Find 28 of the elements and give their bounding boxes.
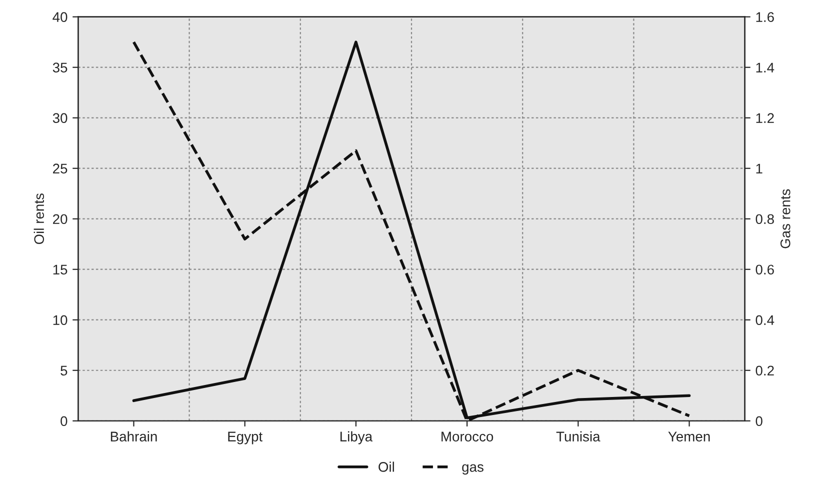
x-tick-label: Libya [340, 431, 373, 444]
y-tick-label: 10 [53, 315, 68, 326]
y2-tick-label: 1.6 [756, 12, 774, 22]
y-tick-label: 40 [52, 12, 68, 22]
legend-label: Oil [378, 462, 394, 472]
y2-tick-label: 0.4 [756, 315, 774, 326]
y2-tick-label: 0.8 [756, 214, 774, 224]
y2-tick-label: 0.6 [756, 264, 774, 275]
y-tick-label: 30 [52, 113, 68, 124]
y-axis-title: Oil rents [34, 194, 44, 244]
y-tick-label: 20 [53, 214, 68, 224]
x-tick-label: Morocco [442, 432, 494, 442]
y-tick-label: 0 [60, 416, 68, 426]
y-tick-label: 15 [53, 264, 68, 275]
y2-tick-label: 1.4 [756, 62, 774, 72]
y-tick-label: 5 [60, 366, 68, 376]
y2-tick-label: 1.2 [756, 113, 774, 123]
x-tick-label: Yemen [668, 432, 710, 442]
y-tick-label: 35 [52, 62, 68, 73]
y2-axis-title: Gas rents [780, 189, 790, 248]
y2-tick-label: 1 [756, 164, 762, 174]
y2-tick-label: 0.2 [756, 366, 774, 376]
x-tick-label: Bahrain [110, 431, 157, 442]
y-tick-label: 25 [53, 164, 68, 174]
y2-tick-label: 0 [756, 416, 762, 426]
x-tick-label: Tunisia [556, 431, 600, 442]
legend-label: gas [462, 464, 484, 475]
x-tick-label: Egypt [228, 432, 262, 444]
